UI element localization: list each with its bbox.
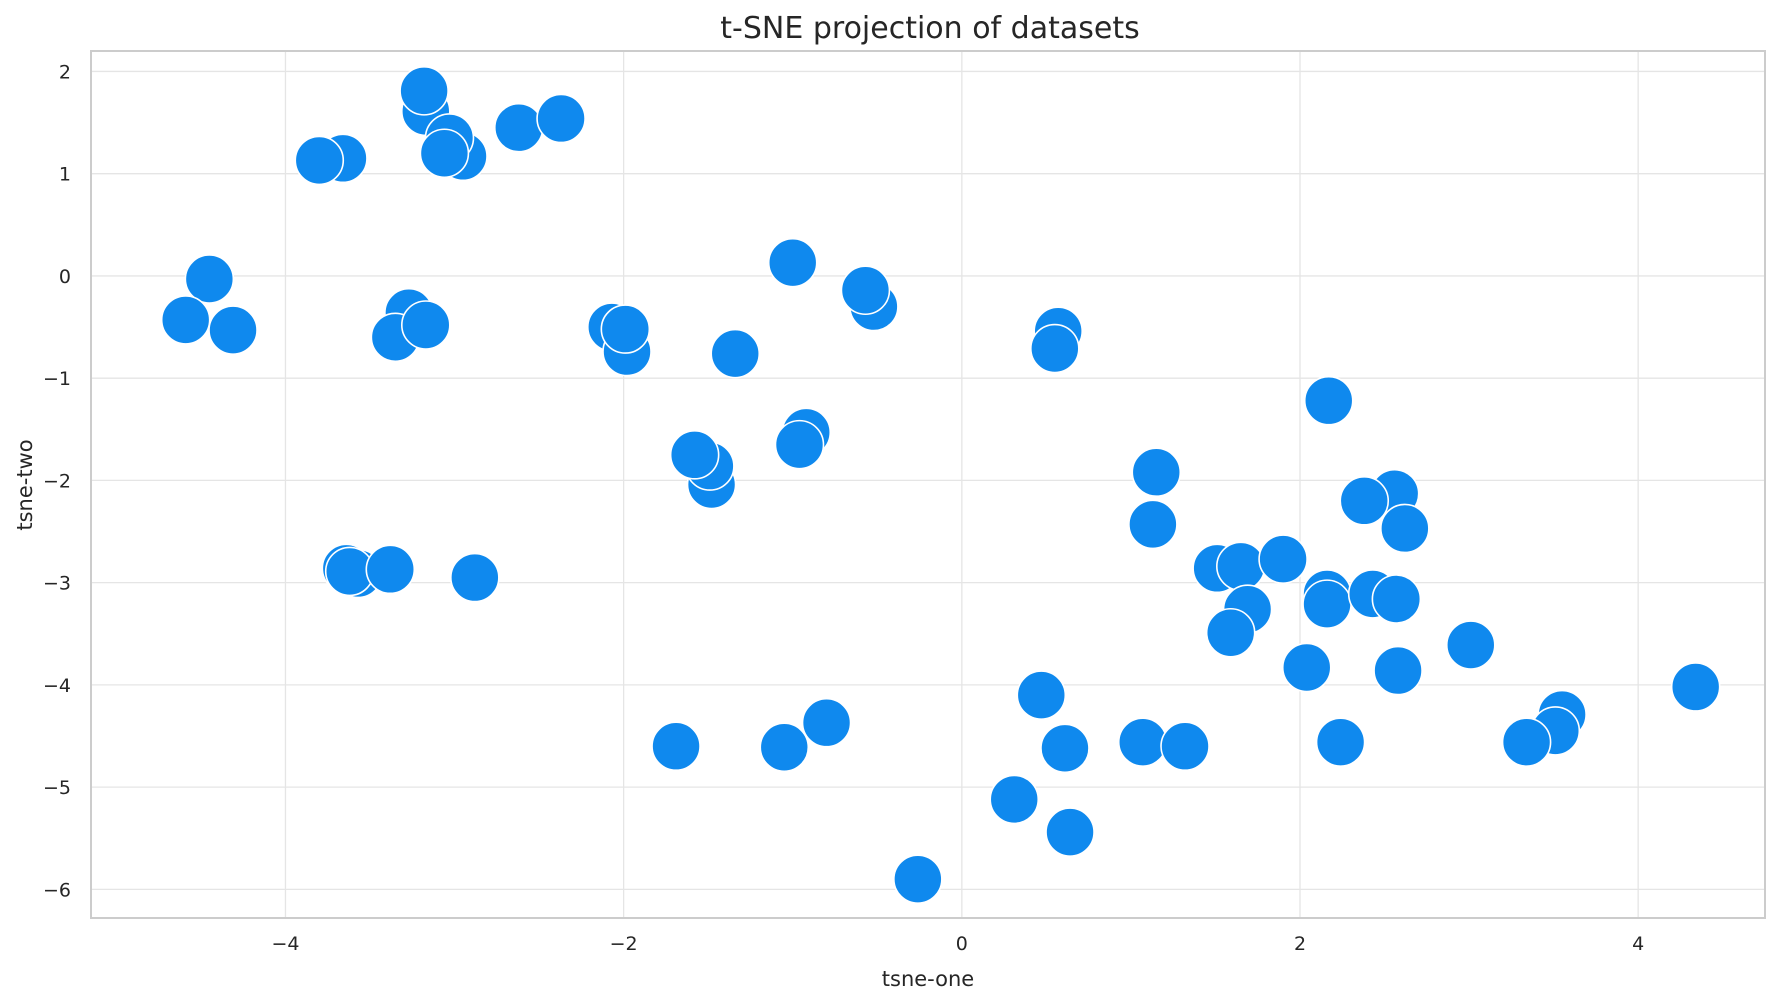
data-point [1281, 642, 1332, 693]
chart-title: t-SNE projection of datasets [720, 11, 1139, 46]
data-point [536, 93, 586, 144]
data-point [1117, 717, 1168, 767]
y-tick-label: 2 [59, 61, 71, 83]
x-tick-label: −4 [271, 933, 299, 955]
data-point [1670, 662, 1721, 712]
x-tick-label: 4 [1632, 933, 1644, 955]
data-point [493, 102, 544, 153]
data-point [1303, 375, 1354, 426]
data-point [840, 265, 891, 316]
x-tick-label: −2 [610, 933, 638, 955]
y-tick-label: 1 [59, 164, 71, 186]
y-tick-label: −3 [43, 573, 71, 595]
y-axis-ticks: −6 −5 −4 −3 −2 −1 0 1 2 [43, 61, 71, 901]
data-point [767, 237, 818, 288]
data-point [1373, 645, 1423, 696]
data-points [160, 66, 1721, 904]
data-point [801, 697, 852, 748]
data-point [399, 66, 449, 116]
y-tick-label: −5 [43, 777, 71, 799]
data-point [1016, 670, 1067, 720]
plot-frame [90, 50, 1766, 919]
data-point [184, 254, 235, 304]
data-point [450, 552, 500, 603]
data-point [419, 128, 470, 179]
data-point [400, 300, 451, 350]
y-tick-label: 0 [59, 266, 71, 288]
data-point [893, 854, 943, 904]
data-point [294, 135, 345, 186]
data-point [1339, 476, 1390, 526]
x-axis-ticks: −4 −2 0 2 4 [271, 933, 1644, 955]
y-axis-label: tsne-two [13, 439, 37, 530]
data-point [208, 305, 258, 355]
y-tick-label: −1 [43, 368, 71, 390]
data-point [1315, 717, 1366, 767]
y-tick-label: −2 [43, 470, 71, 492]
y-tick-label: −4 [43, 675, 71, 697]
data-point [1445, 620, 1496, 670]
data-point [651, 721, 701, 772]
data-point [600, 304, 651, 354]
data-point [1131, 447, 1182, 498]
data-point [1205, 607, 1256, 658]
data-point [1045, 807, 1095, 857]
data-point [1302, 579, 1352, 629]
data-point [160, 295, 211, 345]
x-tick-label: 0 [956, 933, 968, 955]
data-point [759, 722, 810, 773]
data-point [989, 774, 1040, 825]
data-point [1258, 534, 1308, 584]
data-point [1501, 717, 1552, 767]
data-point [1040, 723, 1090, 774]
y-tick-label: −6 [43, 879, 71, 901]
data-point [1216, 541, 1266, 592]
x-tick-label: 2 [1294, 933, 1306, 955]
data-point [1160, 721, 1210, 772]
data-point [669, 430, 720, 480]
data-point [1128, 499, 1178, 550]
data-point [1380, 503, 1430, 554]
data-point [365, 544, 416, 595]
data-point [1371, 574, 1422, 624]
data-point [774, 419, 825, 470]
data-point [710, 328, 761, 379]
x-axis-label: tsne-one [882, 967, 974, 991]
data-point [1030, 323, 1080, 374]
